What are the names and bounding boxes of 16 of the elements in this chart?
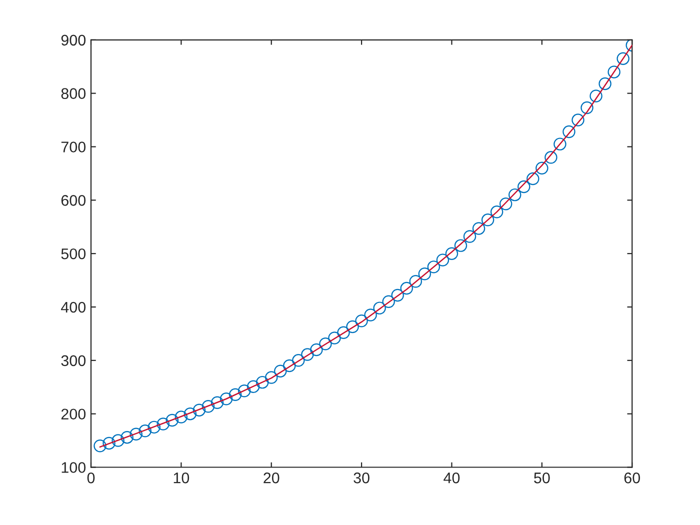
x-tick-label: 30 (354, 472, 370, 484)
y-tick-label: 700 (61, 142, 86, 152)
y-tick-label: 400 (61, 302, 86, 313)
x-tick-label: 60 (624, 472, 640, 484)
x-tick-label: 0 (87, 472, 95, 484)
y-tick-label: 200 (61, 408, 86, 420)
y-tick-label: 900 (61, 34, 86, 46)
x-tick-label: 10 (174, 472, 190, 484)
y-tick-label: 800 (61, 88, 86, 100)
y-tick-label: 500 (61, 248, 86, 260)
x-tick-label: 50 (534, 472, 550, 484)
y-tick-label: 600 (61, 195, 86, 206)
x-tick-label: 40 (444, 472, 460, 484)
x-tick-label: 20 (264, 472, 280, 484)
y-tick-label: 300 (61, 355, 86, 366)
y-tick-label: 100 (62, 462, 86, 473)
